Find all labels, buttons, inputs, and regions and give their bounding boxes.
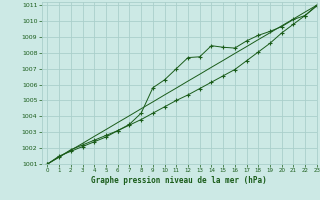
- X-axis label: Graphe pression niveau de la mer (hPa): Graphe pression niveau de la mer (hPa): [91, 176, 267, 185]
